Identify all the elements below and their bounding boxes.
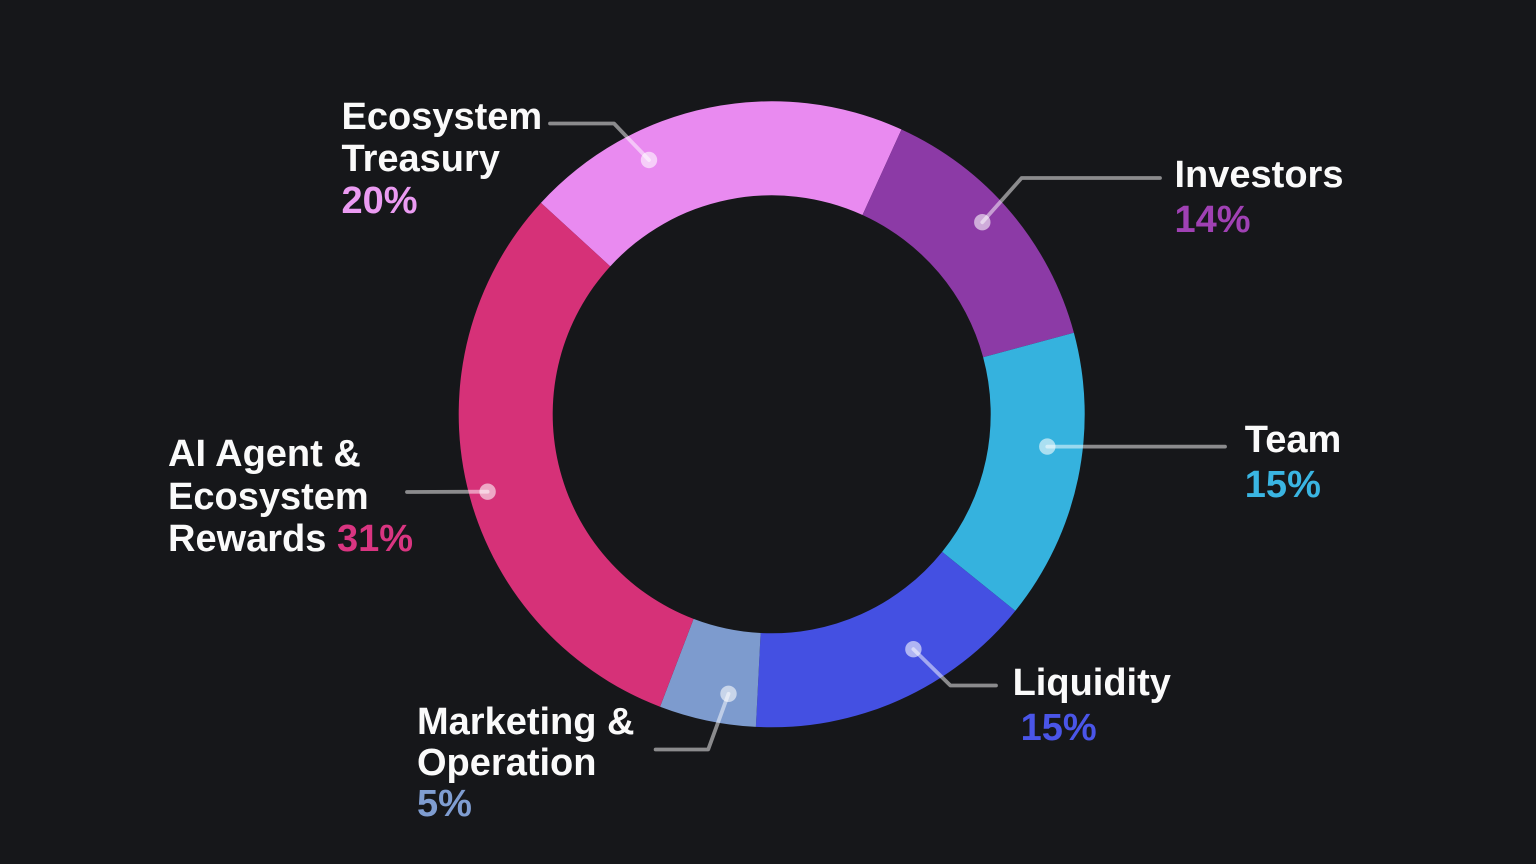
label-percent: 20%: [341, 180, 418, 223]
slice-investors[interactable]: [862, 129, 1074, 358]
label-text: AI Agent &: [168, 433, 361, 475]
label-line: Ecosystem: [342, 96, 543, 138]
label-ai-agent-ecosystem-rewards: AI Agent & Ecosystem Rewards 31%: [168, 433, 413, 561]
callout-line-investors: [980, 176, 1162, 225]
label-team: Team 15%: [1245, 418, 1341, 507]
label-line: 15%: [1245, 463, 1341, 508]
callout-dot-team: [1039, 438, 1056, 455]
label-line: Liquidity: [1013, 661, 1171, 706]
slice-ai-agent-ecosystem-rewards[interactable]: [458, 202, 694, 707]
label-percent: 15%: [1020, 706, 1097, 749]
label-line: 15%: [1013, 706, 1171, 751]
label-text: Investors: [1174, 153, 1344, 196]
label-line: 20%: [342, 180, 543, 222]
label-text: Operation: [417, 742, 597, 785]
slice-ecosystem-treasury[interactable]: [540, 101, 902, 267]
label-marketing-operation: Marketing & Operation 5%: [417, 702, 634, 825]
slice-team[interactable]: [942, 332, 1085, 611]
label-percent: 14%: [1174, 198, 1251, 241]
callout-dot-investors: [974, 214, 991, 231]
callout-dot-liquidity: [905, 641, 922, 658]
label-ecosystem-treasury: Ecosystem Treasury 20%: [342, 96, 543, 222]
label-percent: 5%: [417, 783, 472, 826]
label-investors: Investors 14%: [1175, 153, 1344, 243]
slice-marketing-operation[interactable]: [660, 618, 761, 727]
label-percent: 31%: [336, 518, 414, 561]
label-line: 5%: [417, 784, 634, 825]
label-line: Treasury: [342, 138, 543, 180]
label-line: Operation: [417, 743, 634, 784]
label-text: Ecosystem: [168, 475, 369, 518]
label-line: Marketing &: [417, 702, 634, 743]
callout-dot-ai-agent-ecosystem-rewards: [479, 483, 496, 500]
label-text: Marketing &: [417, 701, 635, 744]
slice-liquidity[interactable]: [755, 551, 1016, 728]
label-line: Investors: [1175, 153, 1344, 198]
label-line: 14%: [1175, 198, 1344, 243]
label-line: Ecosystem: [168, 476, 413, 519]
label-text: Rewards: [168, 518, 327, 561]
callout-line-liquidity: [911, 647, 998, 688]
callout-dot-marketing-operation: [720, 685, 737, 702]
label-line: Rewards 31%: [168, 518, 413, 561]
label-line: Team: [1245, 418, 1341, 463]
label-text: Liquidity: [1012, 662, 1171, 704]
label-text: Ecosystem: [341, 96, 543, 139]
callout-line-ecosystem-treasury: [548, 121, 651, 162]
label-text: Team: [1244, 419, 1342, 461]
label-liquidity: Liquidity 15%: [1013, 661, 1171, 750]
label-line: AI Agent &: [168, 433, 413, 476]
callout-line-marketing-operation: [653, 691, 731, 752]
callout-dot-ecosystem-treasury: [640, 151, 658, 169]
label-text: Treasury: [341, 138, 500, 181]
label-percent: 15%: [1244, 463, 1321, 506]
